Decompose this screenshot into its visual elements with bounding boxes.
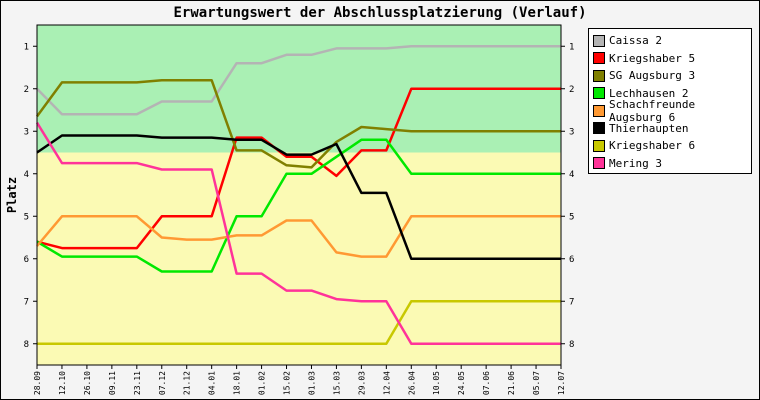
legend-item: Mering 3 bbox=[593, 155, 751, 173]
legend-item: Schachfreunde Augsburg 6 bbox=[593, 98, 751, 124]
x-tick-label: 07.06 bbox=[482, 371, 491, 395]
legend-item: Caissa 2 bbox=[593, 32, 751, 50]
legend-label: Lechhausen 2 bbox=[609, 86, 689, 100]
series-line-2 bbox=[35, 79, 561, 169]
legend-label: Kriegshaber 6 bbox=[609, 139, 696, 153]
legend-label: Kriegshaber 5 bbox=[609, 51, 696, 65]
x-tick-label: 15.02 bbox=[283, 371, 292, 395]
x-tick-label: 29.03 bbox=[357, 371, 366, 395]
legend-swatch bbox=[593, 52, 605, 65]
legend-item: SG Augsburg 3 bbox=[593, 67, 751, 85]
y-tick-label-right: 4 bbox=[569, 170, 574, 180]
y-tick-label-left: 2 bbox=[24, 85, 29, 95]
legend-swatch bbox=[593, 139, 605, 152]
x-tick-label: 07.12 bbox=[158, 371, 167, 395]
x-tick-label: 12.10 bbox=[58, 371, 67, 395]
x-tick-label: 01.02 bbox=[258, 371, 267, 395]
legend-swatch bbox=[593, 87, 605, 100]
legend-label: Thierhaupten bbox=[609, 121, 689, 135]
x-tick-label: 21.12 bbox=[183, 371, 192, 395]
legend-item: Kriegshaber 6 bbox=[593, 137, 751, 155]
legend-label: SG Augsburg 3 bbox=[609, 69, 696, 83]
x-tick-label: 28.09 bbox=[33, 371, 42, 395]
y-tick-label-right: 5 bbox=[569, 212, 574, 222]
series-line-1 bbox=[36, 87, 561, 250]
y-tick-label-right: 2 bbox=[569, 85, 574, 95]
y-tick-label-left: 6 bbox=[24, 255, 29, 265]
legend-swatch bbox=[593, 157, 605, 170]
x-tick-label: 23.11 bbox=[133, 371, 142, 395]
series-line-4 bbox=[36, 215, 561, 258]
x-tick-label: 01.03 bbox=[307, 371, 316, 395]
series-line-5 bbox=[36, 134, 561, 261]
y-tick-label-right: 7 bbox=[569, 297, 574, 307]
legend-label: Mering 3 bbox=[609, 156, 662, 170]
y-tick-label-left: 8 bbox=[24, 340, 29, 350]
series-line-6 bbox=[37, 300, 561, 346]
x-tick-label: 10.05 bbox=[432, 371, 441, 395]
legend-label: Schachfreunde Augsburg 6 bbox=[609, 97, 696, 124]
x-tick-label: 26.04 bbox=[407, 371, 416, 395]
y-tick-label-right: 1 bbox=[569, 42, 574, 52]
legend-swatch bbox=[593, 122, 605, 135]
x-tick-label: 09.11 bbox=[108, 371, 117, 395]
x-tick-label: 15.03 bbox=[332, 371, 341, 395]
x-tick-label: 05.07 bbox=[532, 371, 541, 395]
legend-item: Lechhausen 2 bbox=[593, 85, 751, 103]
series-line-3 bbox=[36, 138, 561, 273]
y-tick-label-right: 3 bbox=[569, 127, 574, 137]
y-tick-label-right: 8 bbox=[569, 340, 574, 350]
legend-label: Caissa 2 bbox=[609, 34, 662, 48]
x-tick-label: 12.07 bbox=[557, 371, 566, 395]
y-tick-label-left: 1 bbox=[24, 42, 29, 52]
x-tick-label: 24.05 bbox=[457, 371, 466, 395]
x-tick-label: 12.04 bbox=[382, 371, 391, 395]
x-tick-label: 18.01 bbox=[233, 371, 242, 395]
legend-swatch bbox=[593, 104, 605, 117]
y-tick-label-left: 4 bbox=[24, 170, 29, 180]
x-tick-label: 26.10 bbox=[83, 371, 92, 395]
background-bands bbox=[37, 25, 561, 365]
y-tick-label-left: 7 bbox=[24, 297, 29, 307]
y-tick-label-left: 5 bbox=[24, 212, 29, 222]
legend-swatch bbox=[593, 69, 605, 82]
chart-title: Erwartungswert der Abschlussplatzierung … bbox=[173, 5, 587, 21]
y-tick-label-left: 3 bbox=[24, 127, 29, 137]
legend-swatch bbox=[593, 34, 605, 47]
plot-border bbox=[36, 24, 562, 366]
x-tick-label: 04.01 bbox=[208, 371, 217, 395]
legend: Caissa 2 Kriegshaber 5 SG Augsburg 3 Lechha… bbox=[588, 28, 752, 174]
legend-item: Kriegshaber 5 bbox=[593, 50, 751, 68]
series-line-7 bbox=[35, 122, 561, 346]
y-tick-label-right: 6 bbox=[569, 255, 574, 265]
legend-item: Thierhaupten bbox=[593, 120, 751, 138]
y-axis-label: Platz bbox=[5, 177, 19, 213]
series-line-0 bbox=[36, 45, 561, 116]
axes: 1 1 2 2 3 3 4 4 5 5 6 6 7 7 8 8 28.09 12.10 26.10 09.11 23.1… bbox=[24, 24, 574, 395]
x-tick-label: 21.06 bbox=[507, 371, 516, 395]
series-lines bbox=[35, 45, 561, 346]
